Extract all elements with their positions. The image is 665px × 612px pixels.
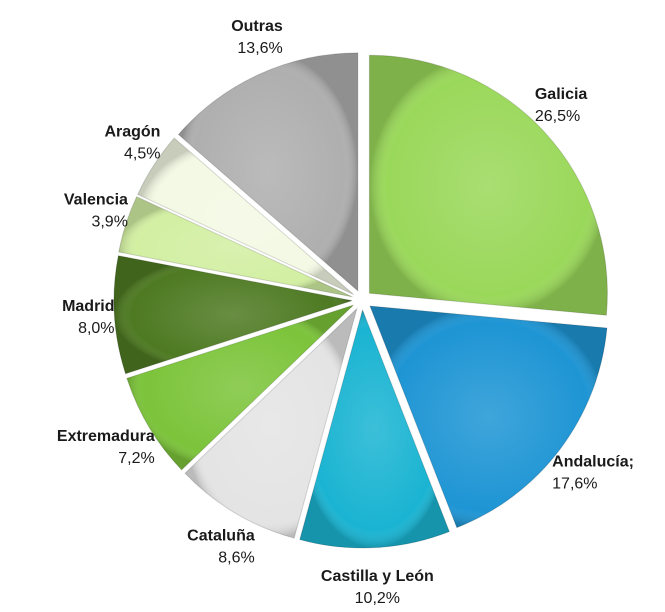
slice-label: Galicia bbox=[535, 86, 588, 103]
slice-label: Outras bbox=[231, 18, 283, 35]
slice-value: 17,6% bbox=[552, 475, 597, 492]
slice-label: Cataluña bbox=[187, 528, 255, 545]
slice-label: Valencia bbox=[64, 192, 128, 209]
slice-label: Extremadura bbox=[57, 428, 155, 445]
slice-value: 8,6% bbox=[218, 550, 254, 567]
slice-label: Andalucía; bbox=[552, 453, 634, 470]
slice-label: Aragón bbox=[104, 123, 160, 140]
slice-value: 26,5% bbox=[535, 108, 580, 125]
slice-value: 3,9% bbox=[91, 214, 127, 231]
slice-label: Castilla y León bbox=[321, 568, 434, 585]
slice-value: 4,5% bbox=[124, 145, 160, 162]
slice-value: 10,2% bbox=[355, 590, 400, 607]
slice-label: Madrid bbox=[62, 298, 114, 315]
slice-value: 13,6% bbox=[237, 40, 282, 57]
slice-value: 8,0% bbox=[78, 320, 114, 337]
slice-value: 7,2% bbox=[118, 450, 154, 467]
